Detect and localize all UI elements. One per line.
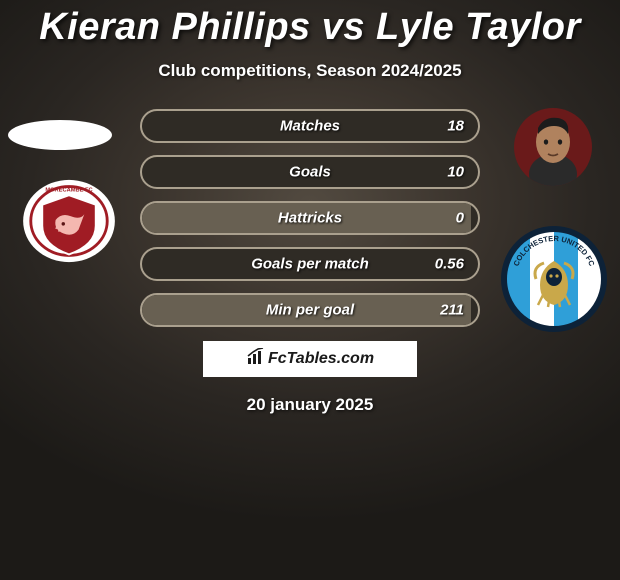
stat-label: Hattricks <box>278 210 342 227</box>
stat-label: Goals <box>289 164 331 181</box>
stat-value: 211 <box>440 302 464 319</box>
stat-label: Matches <box>280 118 340 135</box>
page-title: Kieran Phillips vs Lyle Taylor <box>0 0 620 49</box>
stat-row: Goals per match 0.56 <box>140 247 480 281</box>
stat-label: Goals per match <box>251 256 369 273</box>
stat-row: Goals 10 <box>140 155 480 189</box>
stat-bars: Matches 18 Goals 10 Hattricks 0 Goals pe… <box>140 109 480 327</box>
stat-row: Matches 18 <box>140 109 480 143</box>
stat-row: Min per goal 211 <box>140 293 480 327</box>
stat-row: Hattricks 0 <box>140 201 480 235</box>
stat-value: 0 <box>456 210 464 227</box>
chart-icon <box>246 348 266 371</box>
stat-value: 18 <box>447 118 464 135</box>
brand-box: FcTables.com <box>203 341 417 377</box>
stat-value: 0.56 <box>435 256 464 273</box>
date-text: 20 january 2025 <box>0 395 620 415</box>
stat-label: Min per goal <box>266 302 354 319</box>
stat-value: 10 <box>447 164 464 181</box>
subtitle: Club competitions, Season 2024/2025 <box>0 61 620 81</box>
brand-text: FcTables.com <box>268 350 374 368</box>
